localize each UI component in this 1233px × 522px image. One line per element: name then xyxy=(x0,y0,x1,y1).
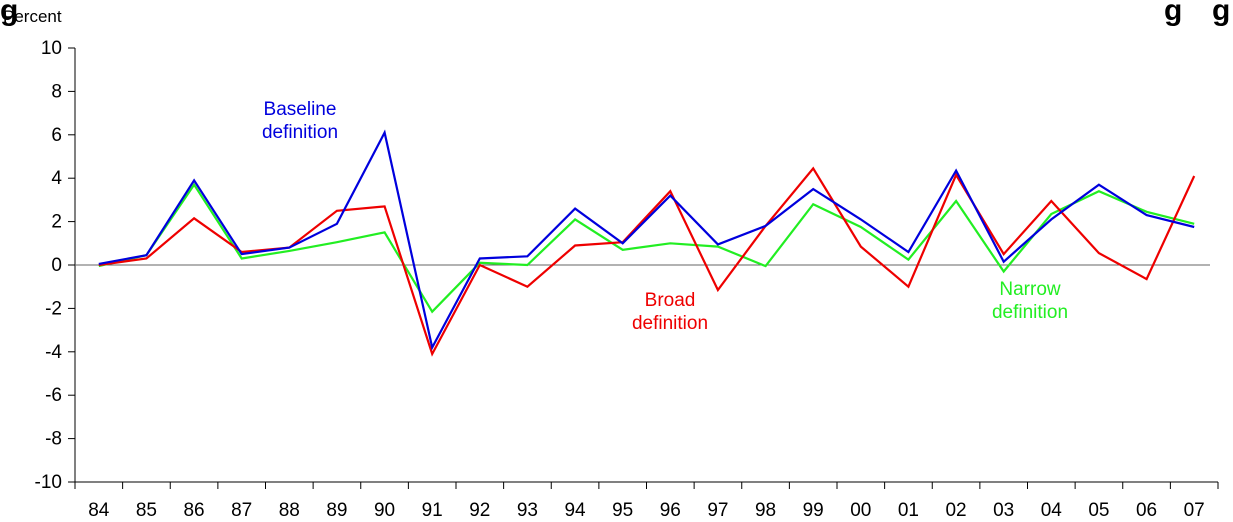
y-axis: -10 -8 -6 -4 -2 0 2 4 6 8 10 xyxy=(35,38,76,493)
x-tick-label: 94 xyxy=(564,500,586,521)
y-tick-label: -4 xyxy=(45,342,62,363)
annotation-broad-line-1: definition xyxy=(632,313,708,334)
x-tick-label: 97 xyxy=(707,500,728,521)
annotation-narrow-line-1: definition xyxy=(992,302,1068,323)
y-tick-label: 10 xyxy=(41,38,62,59)
x-tick-label: 85 xyxy=(136,500,157,521)
y-tick-label: -6 xyxy=(45,385,62,406)
y-tick-label: 4 xyxy=(51,168,62,189)
y-tick-label: -2 xyxy=(45,298,62,319)
title-fragment-right: g xyxy=(1164,0,1182,27)
x-tick-label: 00 xyxy=(850,500,871,521)
x-tick-label: 99 xyxy=(803,500,824,521)
y-tick-label: 2 xyxy=(51,212,62,233)
x-tick-label: 86 xyxy=(183,500,204,521)
x-tick-label: 95 xyxy=(612,500,633,521)
x-tick-label: 07 xyxy=(1184,500,1205,521)
annotation-broad-line-0: Broad xyxy=(645,290,696,311)
x-tick-label: 91 xyxy=(422,500,443,521)
y-axis-label: Percent xyxy=(3,7,62,26)
series-lines xyxy=(98,129,1196,357)
x-tick-label: 93 xyxy=(517,500,538,521)
annotation-baseline-line-0: Baseline xyxy=(264,99,337,120)
x-tick-label: 84 xyxy=(88,500,110,521)
annotation-baseline-line-1: definition xyxy=(262,122,338,143)
x-tick-label: 90 xyxy=(374,500,395,521)
x-tick-label: 92 xyxy=(469,500,490,521)
title-fragment-far-right: g xyxy=(1212,0,1230,27)
x-tick-label: 88 xyxy=(279,500,300,521)
x-tick-label: 06 xyxy=(1136,500,1157,521)
series-line-narrow xyxy=(98,182,1195,314)
y-tick-label: 0 xyxy=(51,255,62,276)
x-tick-label: 02 xyxy=(945,500,966,521)
x-tick-label: 01 xyxy=(898,500,919,521)
title-fragment-left: g xyxy=(0,0,18,27)
y-tick-label: 8 xyxy=(51,81,62,102)
x-tick-label: 87 xyxy=(231,500,252,521)
x-tick-label: 05 xyxy=(1088,500,1109,521)
x-tick-label: 89 xyxy=(326,500,347,521)
y-tick-label: -10 xyxy=(35,472,62,493)
series-line-baseline xyxy=(98,129,1195,351)
y-tick-label: 6 xyxy=(51,125,62,146)
x-axis: 84 85 86 87 88 89 90 91 92 93 94 95 96 97 98 99 00 01 02 03… xyxy=(74,481,1219,521)
y-tick-label: -8 xyxy=(45,429,62,450)
x-tick-label: 03 xyxy=(993,500,1014,521)
x-tick-label: 04 xyxy=(1041,500,1063,521)
x-tick-label: 96 xyxy=(660,500,681,521)
series-annotations: BaselinedefinitionBroaddefinitionNarrowd… xyxy=(262,99,1068,334)
annotation-narrow-line-0: Narrow xyxy=(999,279,1061,300)
x-tick-label: 98 xyxy=(755,500,776,521)
